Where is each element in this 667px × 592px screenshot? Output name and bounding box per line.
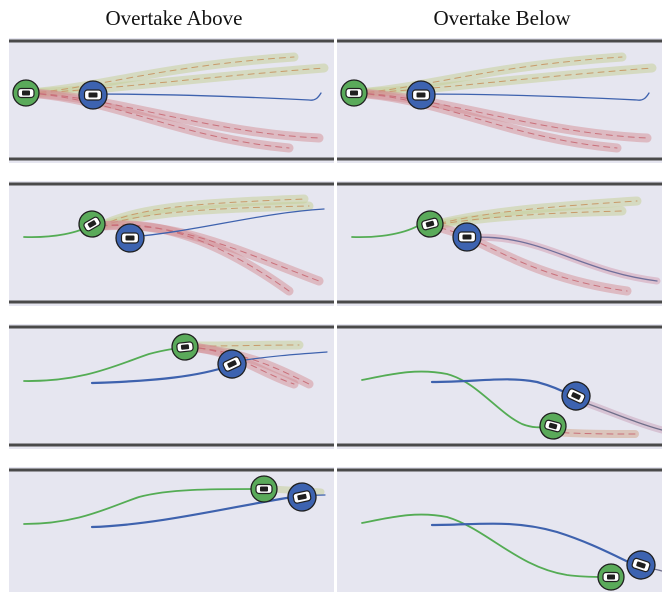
panel-below-3 — [337, 324, 662, 449]
ego-vehicle — [416, 210, 444, 238]
road-surface — [337, 324, 662, 449]
other-vehicle — [217, 349, 247, 379]
other-vehicle — [561, 381, 591, 411]
ego-vehicle — [539, 412, 567, 440]
panel-below-2 — [337, 181, 662, 306]
plan-below-center — [28, 92, 320, 149]
panel-below-4 — [337, 467, 662, 592]
candidate-plans — [24, 52, 329, 153]
ego-vehicle — [597, 563, 625, 591]
other-vehicle — [626, 550, 656, 580]
ego-vehicle — [12, 79, 40, 107]
other-vehicle-path — [130, 208, 325, 238]
title-overtake-below: Overtake Below — [433, 6, 571, 30]
other-vehicle — [287, 482, 317, 512]
other-vehicle-path — [418, 92, 650, 101]
ego-vehicle-path — [361, 513, 606, 578]
ego-vehicle-path — [361, 370, 548, 429]
plan-below-center — [428, 225, 628, 292]
candidate-plans — [352, 52, 657, 153]
other-vehicle — [78, 80, 108, 110]
ego-vehicle — [171, 333, 199, 361]
other-vehicle — [406, 80, 436, 110]
other-vehicle-path — [90, 494, 301, 529]
other-vehicle — [452, 222, 482, 252]
panel-above-1 — [9, 38, 334, 163]
plan-above-center — [428, 200, 638, 227]
title-overtake-above: Overtake Above — [105, 6, 243, 30]
plan-below-center — [198, 347, 310, 385]
other-vehicle-path — [464, 236, 658, 282]
panel-above-2 — [9, 181, 334, 306]
panel-below-1 — [337, 38, 662, 163]
panel-above-4 — [9, 467, 334, 592]
other-vehicle — [115, 223, 145, 253]
other-vehicle-path — [90, 92, 322, 101]
panel-above-3 — [9, 324, 334, 449]
road-surface — [9, 467, 334, 592]
ego-vehicle — [78, 210, 106, 238]
ego-vehicle — [340, 79, 368, 107]
other-vehicle-path — [430, 522, 637, 567]
ego-vehicle — [250, 475, 278, 503]
candidate-plans — [351, 196, 661, 296]
plan-below-center — [356, 92, 648, 149]
ego-vehicle-path — [23, 488, 265, 525]
plan-above-center — [100, 198, 310, 227]
plan-above-center — [28, 56, 325, 94]
plan-above-center — [356, 56, 653, 94]
